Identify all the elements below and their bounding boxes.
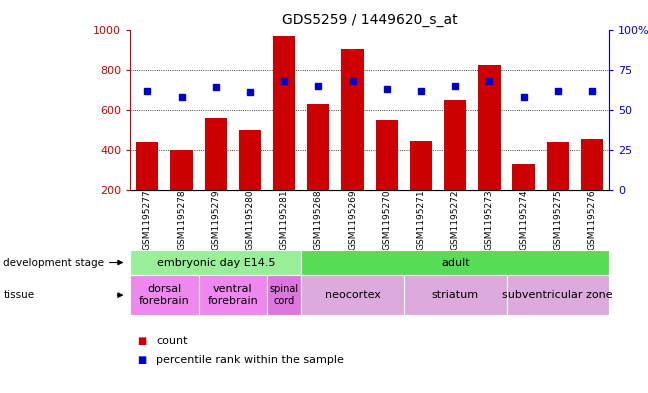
Text: GSM1195276: GSM1195276	[588, 189, 597, 250]
Text: GSM1195268: GSM1195268	[314, 189, 323, 250]
Text: GSM1195272: GSM1195272	[451, 190, 459, 250]
Text: GSM1195277: GSM1195277	[143, 189, 152, 250]
Bar	[199, 275, 267, 315]
Bar	[130, 275, 199, 315]
Text: development stage: development stage	[3, 257, 104, 268]
Bar	[507, 275, 609, 315]
Bar	[273, 36, 295, 190]
Text: GSM1195270: GSM1195270	[382, 189, 391, 250]
Bar	[547, 142, 569, 190]
Text: embryonic day E14.5: embryonic day E14.5	[157, 257, 275, 268]
Text: GSM1195278: GSM1195278	[177, 189, 186, 250]
Text: count: count	[156, 336, 188, 346]
Bar	[136, 142, 159, 190]
Text: GSM1195269: GSM1195269	[348, 189, 357, 250]
Text: ■: ■	[137, 336, 146, 346]
Text: tissue: tissue	[3, 290, 34, 300]
Bar	[404, 275, 507, 315]
Bar	[444, 100, 467, 190]
Bar	[307, 104, 329, 190]
Text: subventricular zone: subventricular zone	[502, 290, 613, 300]
Bar	[410, 141, 432, 190]
Bar	[376, 120, 398, 190]
Bar	[130, 250, 301, 275]
Text: GSM1195273: GSM1195273	[485, 189, 494, 250]
Text: dorsal
forebrain: dorsal forebrain	[139, 285, 190, 306]
Text: adult: adult	[441, 257, 470, 268]
Text: GSM1195279: GSM1195279	[211, 189, 220, 250]
Text: GSM1195271: GSM1195271	[417, 189, 426, 250]
Text: GSM1195274: GSM1195274	[519, 190, 528, 250]
Bar	[513, 164, 535, 190]
Text: spinal
cord: spinal cord	[270, 285, 299, 306]
Bar	[301, 250, 609, 275]
Text: GSM1195275: GSM1195275	[553, 189, 562, 250]
Bar	[170, 150, 192, 190]
Bar	[301, 275, 404, 315]
Text: ventral
forebrain: ventral forebrain	[207, 285, 259, 306]
Bar	[205, 118, 227, 190]
Bar	[581, 139, 603, 190]
Text: ■: ■	[137, 355, 146, 365]
Title: GDS5259 / 1449620_s_at: GDS5259 / 1449620_s_at	[282, 13, 457, 28]
Bar	[341, 49, 364, 190]
Bar	[478, 65, 500, 190]
Text: percentile rank within the sample: percentile rank within the sample	[156, 355, 344, 365]
Text: GSM1195280: GSM1195280	[246, 189, 255, 250]
Bar	[267, 275, 301, 315]
Text: striatum: striatum	[432, 290, 479, 300]
Text: GSM1195281: GSM1195281	[280, 189, 288, 250]
Bar	[239, 130, 261, 190]
Text: neocortex: neocortex	[325, 290, 380, 300]
